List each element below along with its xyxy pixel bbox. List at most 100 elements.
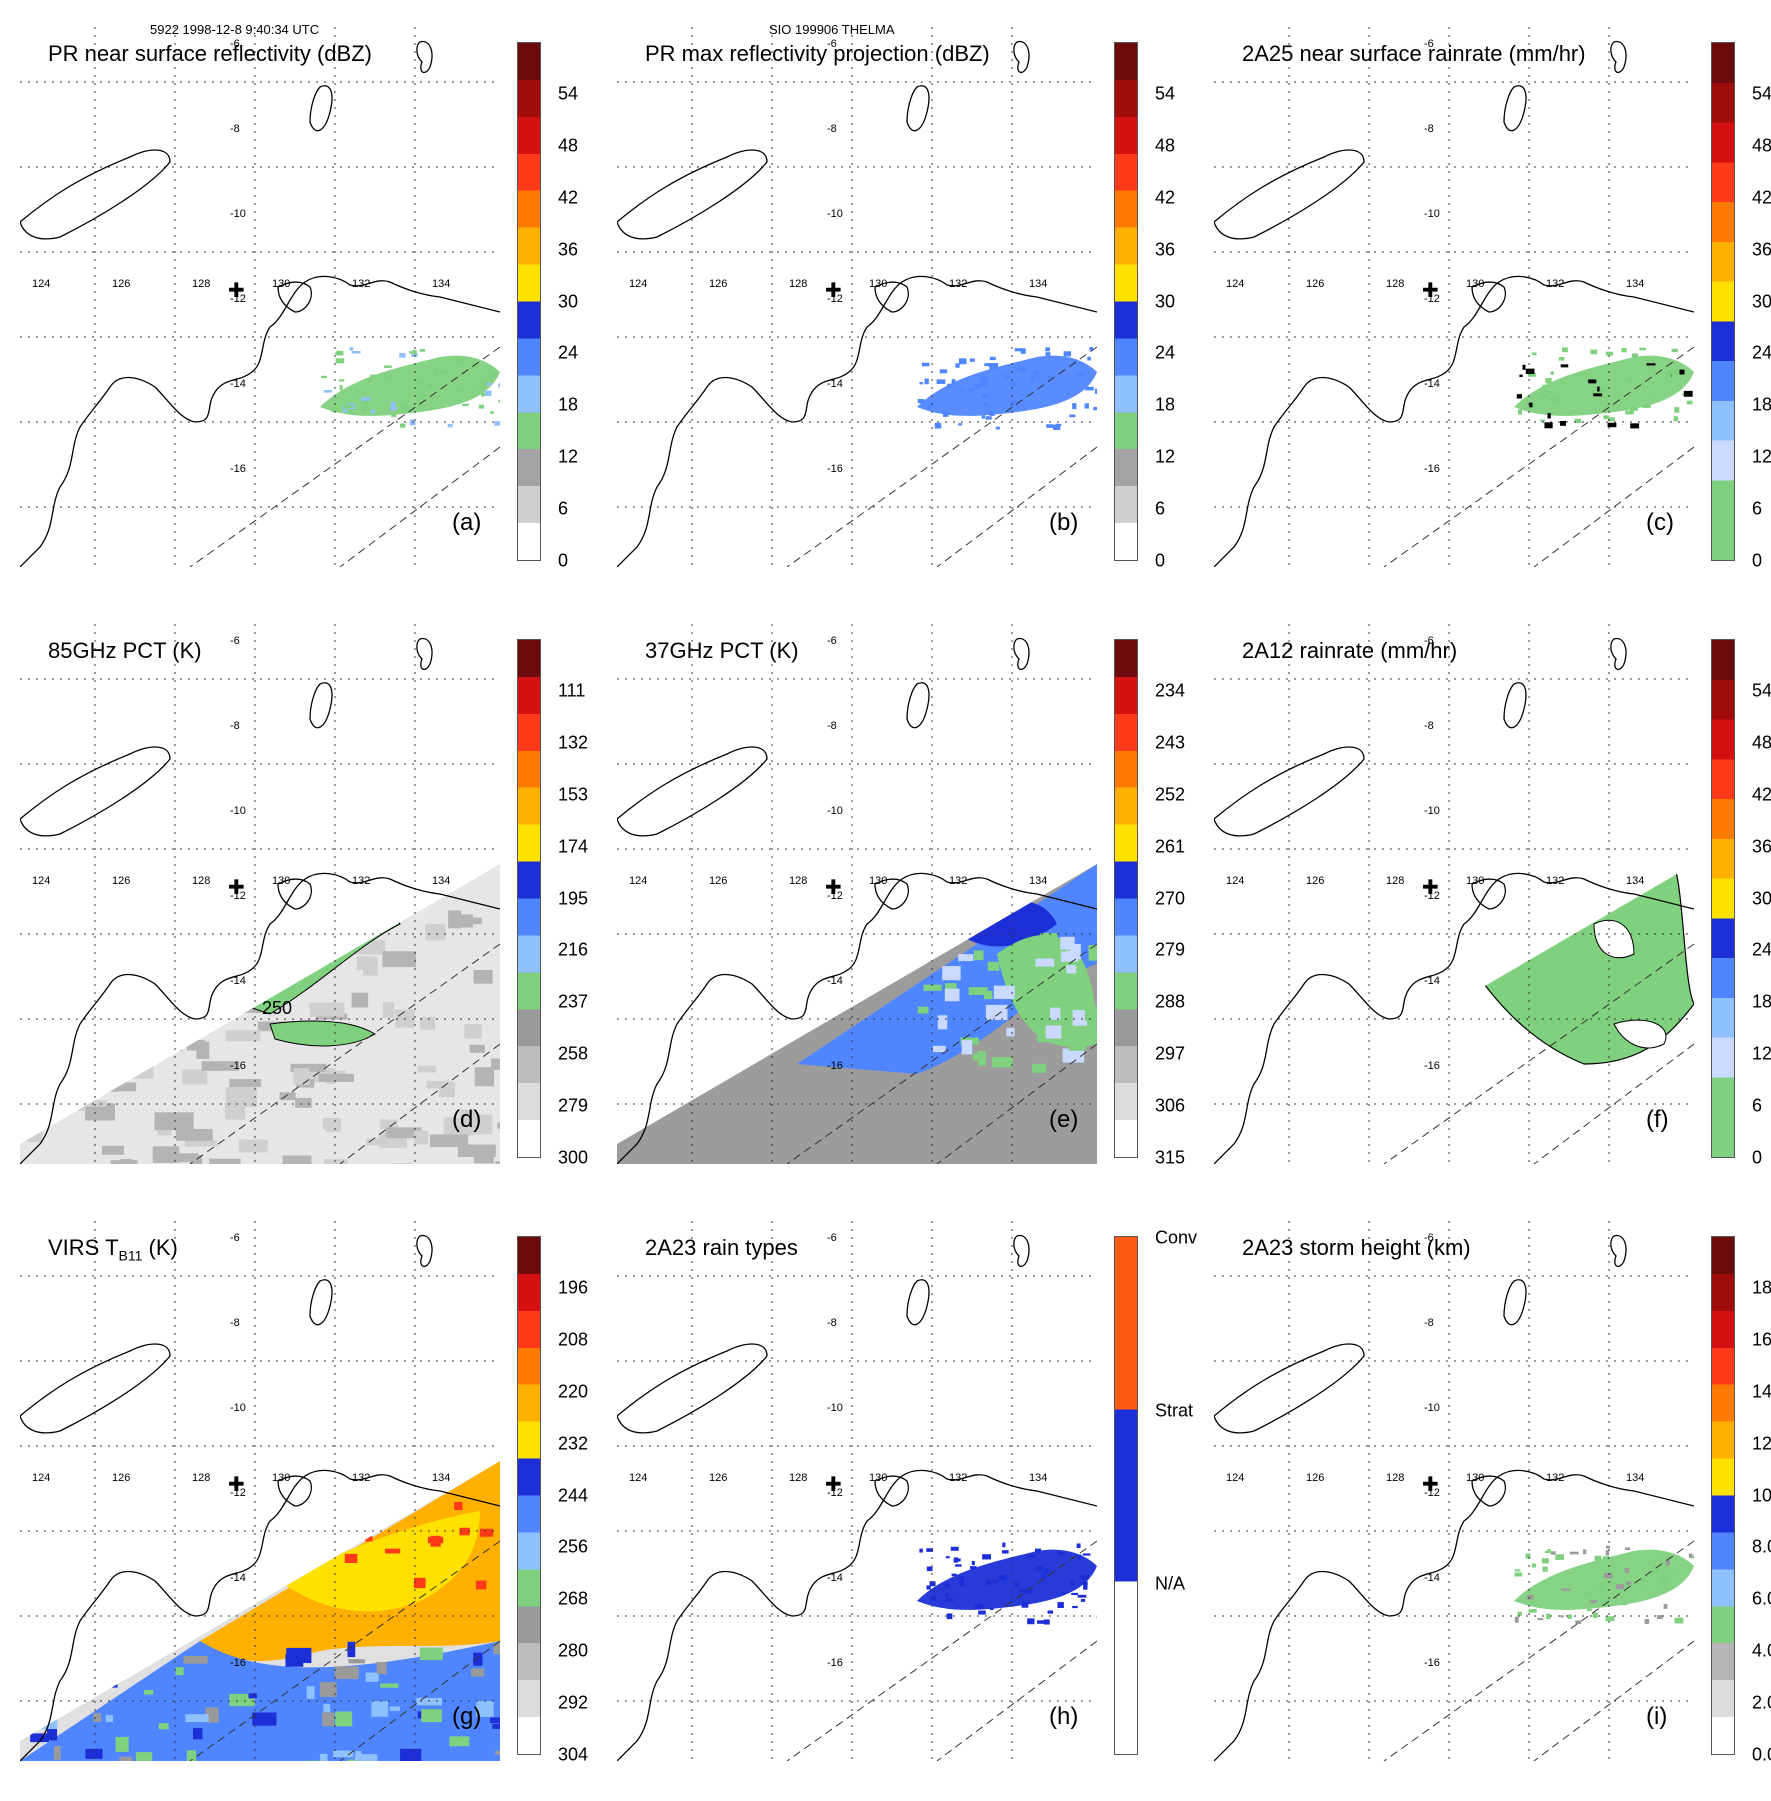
lon-label: 126 [112,278,130,290]
lon-label: 124 [32,1472,50,1484]
title-text: 2A25 near surface rainrate (mm/hr) [1242,41,1586,66]
colorbar-tick-label: 42 [1752,784,1771,805]
lon-label: 128 [192,278,210,290]
colorbar-tick-label: 18.0 [1752,1278,1771,1299]
colorbar-tick-label: 6.0 [1752,1589,1771,1610]
lon-label: 128 [1386,1472,1404,1484]
title-subscript: B11 [119,1247,143,1263]
lon-label: 134 [432,278,450,290]
lat-label: -16 [230,463,246,475]
lon-label: 126 [1306,875,1324,887]
colorbar-tick-label: 234 [1155,681,1185,702]
colorbar-tick-label: 24 [558,343,578,364]
lon-label: 130 [1466,875,1484,887]
lon-label: 128 [789,1472,807,1484]
lon-label: 126 [1306,1472,1324,1484]
lon-label: 128 [789,278,807,290]
colorbar-tick-label: 270 [1155,888,1185,909]
colorbar [1711,639,1735,1158]
lat-label: -16 [230,1060,246,1072]
title-text: 2A12 rainrate (mm/hr) [1242,638,1457,663]
coastline [1214,42,1694,567]
colorbar-tick-label: 288 [1155,992,1185,1013]
station-marker-icon: ✚ [228,875,245,899]
precipitation-area [917,356,1097,416]
panel-letter: (b) [1049,509,1078,537]
lat-label: -10 [1424,208,1440,220]
lon-label: 130 [272,875,290,887]
title-text: 85GHz PCT (K) [48,638,202,663]
colorbar-tick-label: 132 [558,732,588,753]
lon-label: 128 [192,1472,210,1484]
coastline [20,42,500,567]
colorbar [517,42,541,561]
colorbar-tick-label: 2.0 [1752,1693,1771,1714]
lon-label: 124 [32,875,50,887]
colorbar-tick-label: 30 [1155,291,1175,312]
lon-label: 130 [869,875,887,887]
colorbar-tick-label: 48 [1155,135,1175,156]
colorbar-tick-label: 18 [1752,992,1771,1013]
title-text: PR max reflectivity projection (dBZ) [645,41,990,66]
colorbar-tick-label: 0 [1155,551,1165,572]
colorbar-tick-label: 54 [1752,84,1771,105]
colorbar [1711,42,1735,561]
colorbar-tick-label: 297 [1155,1044,1185,1065]
colorbar-tick-label: 12 [558,447,578,468]
colorbar-tick-label: 280 [558,1641,588,1662]
colorbar-tick-label: 12 [1752,1044,1771,1065]
colorbar-tick-label: 256 [558,1537,588,1558]
colorbar-tick-label: 306 [1155,1096,1185,1117]
station-marker-icon: ✚ [228,278,245,302]
colorbar-tick-label: 36 [1155,239,1175,260]
coastline [617,1236,1097,1761]
lon-label: 134 [432,1472,450,1484]
colorbar-tick-label: 300 [558,1148,588,1169]
contour-label: 250 [262,998,292,1018]
lon-label: 134 [432,875,450,887]
lat-label: -10 [827,1402,843,1414]
colorbar-tick-label: 48 [1752,135,1771,156]
colorbar-tick-label: 24 [1752,940,1771,961]
lat-label: -16 [1424,1657,1440,1669]
panel-letter: (i) [1646,1703,1667,1731]
lat-label: -8 [230,1317,240,1329]
colorbar-tick-label: 216 [558,940,588,961]
lon-label: 134 [1029,875,1047,887]
lat-label: -8 [827,123,837,135]
colorbar-tick-label: 279 [558,1096,588,1117]
precipitation-area [917,1550,1097,1610]
colorbar-tick-label: Conv [1155,1228,1197,1249]
lat-label: -6 [827,635,837,647]
colorbar-tick-label: 30 [1752,888,1771,909]
lat-label: -10 [1424,805,1440,817]
lon-label: 124 [629,875,647,887]
panel-title: 2A23 rain types [645,1235,798,1261]
colorbar-tick-label: 0 [1752,551,1762,572]
colorbar-tick-label: 111 [558,681,585,702]
lat-label: -6 [827,1232,837,1244]
lat-label: -16 [827,463,843,475]
colorbar-tick-label: 196 [558,1278,588,1299]
coastline [1214,639,1694,1164]
colorbar [1114,42,1138,561]
colorbar-tick-label: N/A [1155,1574,1185,1595]
panel-letter: (e) [1049,1106,1078,1134]
colorbar [1114,1236,1138,1755]
colorbar-tick-label: 18 [558,395,578,416]
lon-label: 126 [112,875,130,887]
colorbar-tick-label: 220 [558,1381,588,1402]
lat-label: -8 [230,720,240,732]
colorbar-tick-label: 6 [1752,1096,1762,1117]
lat-label: -6 [230,635,240,647]
colorbar [517,639,541,1158]
lon-label: 134 [1626,875,1644,887]
lat-label: -10 [230,1402,246,1414]
colorbar-tick-label: 153 [558,784,588,805]
lon-label: 134 [1626,278,1644,290]
